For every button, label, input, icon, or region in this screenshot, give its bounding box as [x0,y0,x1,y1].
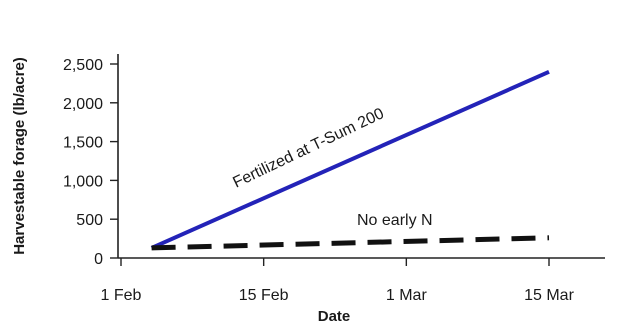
series-line-fertilized [150,69,550,250]
y-ticks: 0 500 1,000 1,500 2,000 2,500 [63,57,118,268]
series-line-no-early-n [151,235,550,251]
x-tick-label: 1 Feb [101,287,142,304]
x-tick-label: 15 Mar [524,287,574,304]
series-layer [150,69,550,251]
x-tick-label: 15 Feb [239,287,289,304]
y-tick-label: 500 [76,212,103,229]
x-axis-title: Date [318,308,351,324]
y-tick-label: 1,500 [63,135,103,152]
axes [117,54,605,259]
y-tick-label: 0 [94,251,103,268]
y-axis-title: Harvestable forage (lb/acre) [11,57,28,255]
annotation-no-early-n: No early N [357,212,433,229]
y-tick-label: 1,000 [63,173,103,190]
x-ticks: 1 Feb 15 Feb 1 Mar 15 Mar [101,258,575,304]
x-tick-label: 1 Mar [386,287,428,304]
y-tick-label: 2,000 [63,96,103,113]
y-tick-label: 2,500 [63,57,103,74]
